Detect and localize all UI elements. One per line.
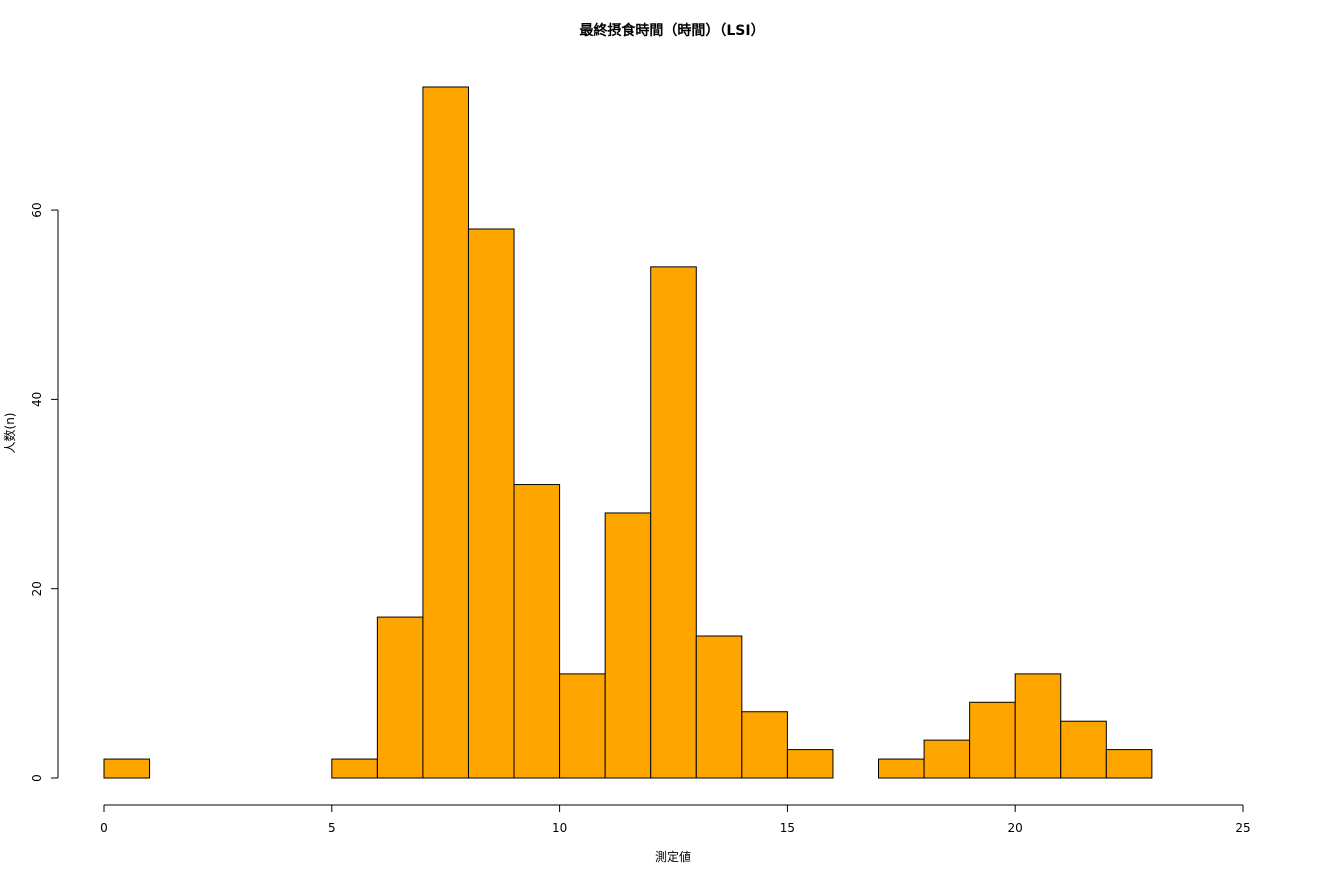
bar <box>969 701 1016 779</box>
bar <box>786 749 834 779</box>
bar <box>559 673 606 779</box>
bar <box>467 228 515 779</box>
y-tick-label: 60 <box>30 202 44 217</box>
x-tick-label: 20 <box>1008 821 1023 835</box>
bar <box>650 266 697 779</box>
bar <box>422 86 469 779</box>
x-tick-label: 25 <box>1235 821 1250 835</box>
bar <box>1060 720 1107 779</box>
bar <box>695 635 743 779</box>
bar <box>331 758 378 779</box>
y-tick-label: 40 <box>30 392 44 407</box>
bar <box>741 711 788 779</box>
chart-title: 最終摂食時間（時間）（LSI） <box>579 22 764 39</box>
bar <box>376 616 424 779</box>
bar <box>513 484 561 779</box>
y-axis-label: 人数(n) <box>2 413 17 454</box>
bar <box>604 512 652 779</box>
y-tick-label: 0 <box>30 774 44 782</box>
bar <box>878 758 925 779</box>
bar <box>1014 673 1062 779</box>
x-tick-label: 0 <box>100 821 108 835</box>
bar <box>923 739 971 779</box>
y-tick-label: 20 <box>30 581 44 596</box>
bar <box>1105 749 1153 779</box>
x-tick-label: 15 <box>780 821 795 835</box>
bar <box>103 758 151 779</box>
x-tick-label: 5 <box>328 821 336 835</box>
x-axis-label: 測定値 <box>655 849 691 864</box>
x-tick-label: 10 <box>552 821 567 835</box>
